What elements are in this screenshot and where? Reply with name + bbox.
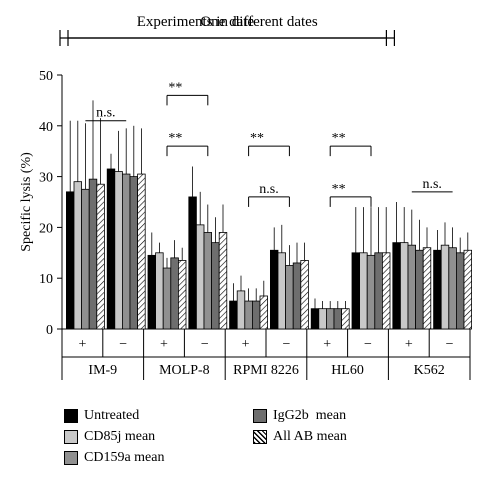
bar [203,232,212,330]
legend-swatch [64,451,78,465]
bar [366,254,376,330]
cell-line-label: K562 [414,363,445,378]
bar [433,249,442,330]
bar [455,252,465,330]
bar [333,308,342,330]
condition-label: + [323,337,331,352]
y-tick-label: 40 [39,120,53,135]
significance-label: n.s. [422,177,441,192]
bar [195,224,205,330]
significance-label: ** [250,131,264,146]
bar [155,252,164,330]
y-tick-label: 30 [39,171,53,186]
condition-label: − [119,337,127,352]
bar [422,247,432,330]
y-tick-label: 10 [39,272,53,287]
significance-label: ** [168,131,182,146]
bar [251,300,261,330]
bar [211,242,220,330]
y-axis-label: Specific lysis (%) [19,152,34,252]
bar [236,290,246,330]
condition-label: − [446,337,454,352]
legend-swatch [64,409,78,423]
legend-swatch [253,409,267,423]
significance-label: n.s. [96,106,115,121]
bar [170,257,179,330]
legend-item-cd159a: CD159a mean [64,450,164,466]
cell-line-label: IM-9 [88,363,117,378]
legend-item-cd85j: CD85j mean [64,429,155,445]
legend-label: Untreated [84,408,140,423]
bar [292,262,302,330]
bar [440,244,450,330]
bar [381,252,391,330]
bar [359,252,368,330]
bar [122,173,131,330]
bar [463,249,472,330]
condition-label: + [78,337,86,352]
header-label: One date [200,14,254,30]
bar [259,295,268,330]
bar [88,178,98,330]
bar [310,308,320,330]
significance-label: ** [332,182,346,197]
legend-swatch [253,430,267,444]
bar [81,188,90,330]
bar [129,176,138,330]
significance-label: ** [332,131,346,146]
bar [351,252,360,330]
bar [277,252,286,330]
bar [96,183,105,330]
y-tick-label: 20 [39,221,53,236]
condition-label: + [405,337,413,352]
bar [300,260,309,330]
condition-label: + [160,337,168,352]
legend-label: CD159a mean [84,450,165,465]
bar [229,300,238,330]
legend-swatch [64,430,78,444]
bar [399,242,409,330]
bar [147,254,156,330]
bar [114,171,123,330]
bar [73,181,82,330]
bar [392,242,401,330]
bar [188,196,197,330]
bar [66,191,75,330]
legend-label: IgG2b mean [273,408,347,423]
bar [341,308,350,330]
cell-line-label: MOLP-8 [159,363,210,378]
bar [415,249,424,330]
bar [137,173,146,330]
bar [374,252,383,330]
cell-line-label: RPMI 8226 [233,363,299,378]
bar [177,260,187,330]
condition-label: + [242,337,250,352]
bar [285,265,294,330]
bar [318,308,327,330]
legend-label: CD85j mean [84,429,156,444]
bar [162,267,172,330]
condition-label: − [201,337,209,352]
legend-item-untreated: Untreated [64,408,139,424]
bar [325,308,335,330]
condition-label: − [364,337,372,352]
significance-label: ** [168,80,182,95]
bar [269,249,279,330]
bar [407,244,416,330]
legend-item-all-ab: All AB mean [253,429,347,445]
legend-item-igg2b: IgG2b mean [253,408,346,424]
y-tick-label: 50 [39,69,53,84]
y-tick-label: 0 [46,323,53,338]
bar [218,232,228,330]
condition-label: − [282,337,290,352]
significance-label: n.s. [259,182,278,197]
header-label: Experiments in different dates [137,14,318,30]
cell-line-label: HL60 [331,363,364,378]
bar [106,168,116,330]
bar [448,247,457,330]
legend-label: All AB mean [273,429,347,444]
bar [244,300,253,330]
